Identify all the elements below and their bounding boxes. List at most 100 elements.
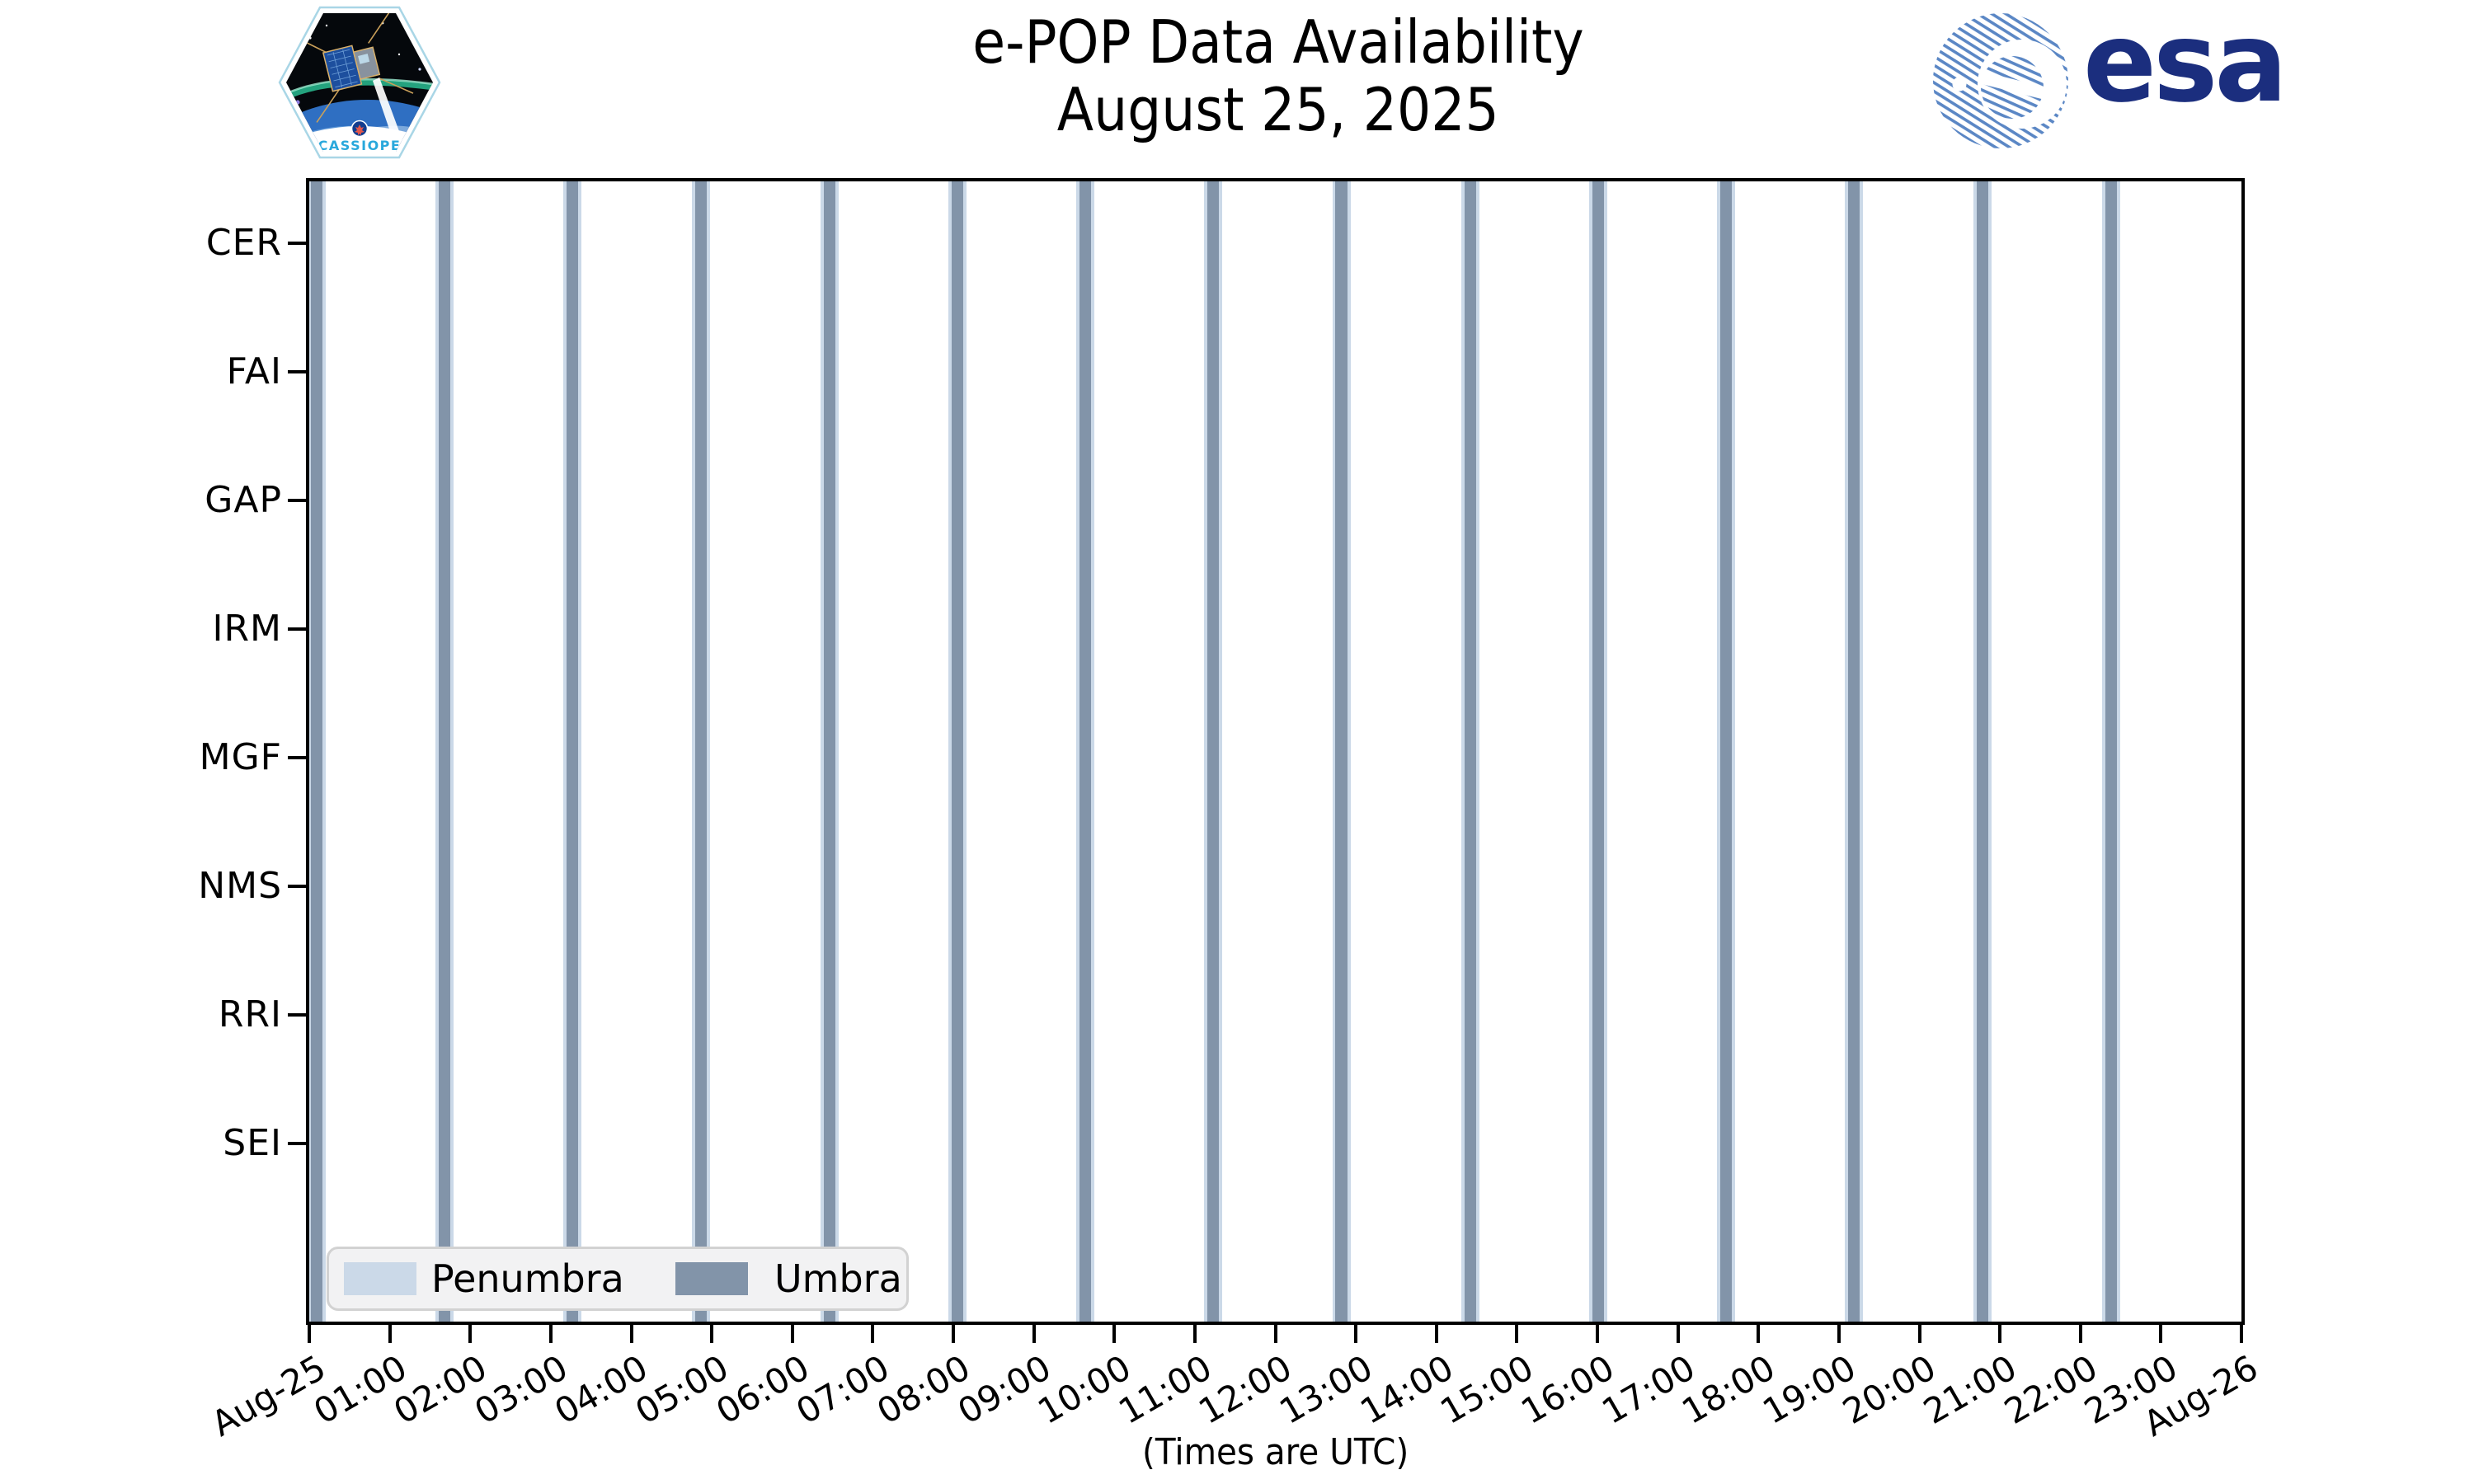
y-tick-label-sei: SEI	[223, 1122, 282, 1164]
x-tick-label: 22:00	[1997, 1347, 2105, 1432]
umbra-bar	[1592, 181, 1605, 1322]
umbra-bar	[695, 181, 708, 1322]
x-tick-label: 08:00	[870, 1347, 977, 1432]
y-tick	[288, 756, 306, 759]
legend-swatch-penumbra	[344, 1262, 416, 1295]
y-tick-label-nms: NMS	[198, 865, 282, 907]
x-tick-label: 04:00	[548, 1347, 655, 1432]
y-tick	[288, 242, 306, 245]
chart-title-block: e-POP Data Availability August 25, 2025	[495, 8, 2062, 143]
umbra-bar	[1464, 181, 1476, 1322]
cassiope-mission-patch: CASSIOPE	[278, 6, 441, 159]
x-tick-label: 07:00	[789, 1347, 896, 1432]
y-tick-label-gap: GAP	[205, 479, 282, 521]
x-tick	[1515, 1325, 1519, 1343]
penumbra-band	[1588, 181, 1607, 1322]
esa-wordmark: esa	[2083, 0, 2288, 127]
x-tick	[468, 1325, 473, 1343]
umbra-bar	[2105, 181, 2117, 1322]
legend: Penumbra Umbra	[327, 1247, 909, 1311]
y-tick-label-fai: FAI	[226, 350, 282, 392]
legend-label-penumbra: Penumbra	[431, 1256, 624, 1301]
patch-beam	[373, 77, 402, 143]
x-tick	[388, 1325, 392, 1343]
x-tick	[2240, 1325, 2243, 1343]
umbra-bar	[1207, 181, 1220, 1322]
y-tick-label-irm: IRM	[212, 608, 282, 650]
x-tick	[1837, 1325, 1841, 1343]
umbra-bar	[438, 181, 451, 1322]
penumbra-band	[820, 181, 839, 1322]
x-tick-label: 10:00	[1031, 1347, 1138, 1432]
x-tick	[548, 1325, 553, 1343]
x-tick-label: 03:00	[468, 1347, 575, 1432]
x-tick	[2078, 1325, 2082, 1343]
umbra-bar	[1720, 181, 1733, 1322]
penumbra-band	[1076, 181, 1095, 1322]
x-tick-label: 19:00	[1756, 1347, 1863, 1432]
x-tick-label: 12:00	[1192, 1347, 1299, 1432]
penumbra-band	[1717, 181, 1736, 1322]
x-tick	[629, 1325, 633, 1343]
chart-title: e-POP Data Availability	[972, 7, 1584, 77]
x-tick	[1192, 1325, 1197, 1343]
x-tick	[1032, 1325, 1036, 1343]
x-tick	[1434, 1325, 1438, 1343]
x-tick	[1112, 1325, 1117, 1343]
penumbra-band	[1845, 181, 1864, 1322]
esa-logo: esa	[1930, 0, 2309, 157]
penumbra-band	[309, 181, 326, 1322]
x-tick-label: 06:00	[708, 1347, 816, 1432]
x-tick	[1676, 1325, 1680, 1343]
y-tick	[288, 885, 306, 888]
x-tick	[1273, 1325, 1277, 1343]
x-tick	[790, 1325, 794, 1343]
x-tick-label: 09:00	[950, 1347, 1058, 1432]
x-tick-label: 16:00	[1514, 1347, 1621, 1432]
plot-area: Penumbra Umbra	[306, 178, 2245, 1325]
y-tick-label-cer: CER	[205, 222, 282, 264]
x-axis-note: (Times are UTC)	[1141, 1431, 1409, 1473]
x-tick-label: 02:00	[387, 1347, 494, 1432]
penumbra-band	[948, 181, 967, 1322]
cassiope-wordmark: CASSIOPE	[318, 138, 402, 153]
umbra-bar	[1079, 181, 1092, 1322]
x-tick-label: 20:00	[1836, 1347, 1943, 1432]
x-tick-label: 17:00	[1594, 1347, 1702, 1432]
y-tick-label-rri: RRI	[218, 993, 282, 1036]
x-tick	[952, 1325, 955, 1343]
umbra-bar	[567, 181, 579, 1322]
x-tick-label: 18:00	[1675, 1347, 1782, 1432]
x-tick-label: 13:00	[1272, 1347, 1380, 1432]
penumbra-band	[1460, 181, 1479, 1322]
x-tick-label: 01:00	[306, 1347, 414, 1432]
y-tick	[288, 1013, 306, 1017]
penumbra-band	[563, 181, 582, 1322]
x-tick	[871, 1325, 875, 1343]
legend-label-umbra: Umbra	[774, 1256, 902, 1301]
penumbra-band	[2101, 181, 2120, 1322]
y-tick	[288, 627, 306, 631]
x-tick-label: 15:00	[1433, 1347, 1540, 1432]
chart-subtitle: August 25, 2025	[1057, 75, 1499, 144]
esa-globe-icon	[1933, 13, 2068, 148]
x-tick	[1757, 1325, 1761, 1343]
y-tick-label-mgf: MGF	[199, 736, 282, 778]
penumbra-band	[1204, 181, 1223, 1322]
x-tick	[1917, 1325, 1921, 1343]
patch-artwork: CASSIOPE	[286, 13, 433, 153]
umbra-bar	[1976, 181, 1988, 1322]
y-tick	[288, 499, 306, 502]
umbra-bar	[1335, 181, 1348, 1322]
x-tick	[2159, 1325, 2163, 1343]
x-tick	[308, 1325, 311, 1343]
y-tick	[288, 1142, 306, 1145]
x-tick	[1998, 1325, 2002, 1343]
x-tick-label: 05:00	[628, 1347, 736, 1432]
x-tick-label: 21:00	[1917, 1347, 2024, 1432]
x-tick-label: 14:00	[1352, 1347, 1460, 1432]
x-tick	[1354, 1325, 1358, 1343]
umbra-bar	[823, 181, 835, 1322]
penumbra-band	[1332, 181, 1351, 1322]
